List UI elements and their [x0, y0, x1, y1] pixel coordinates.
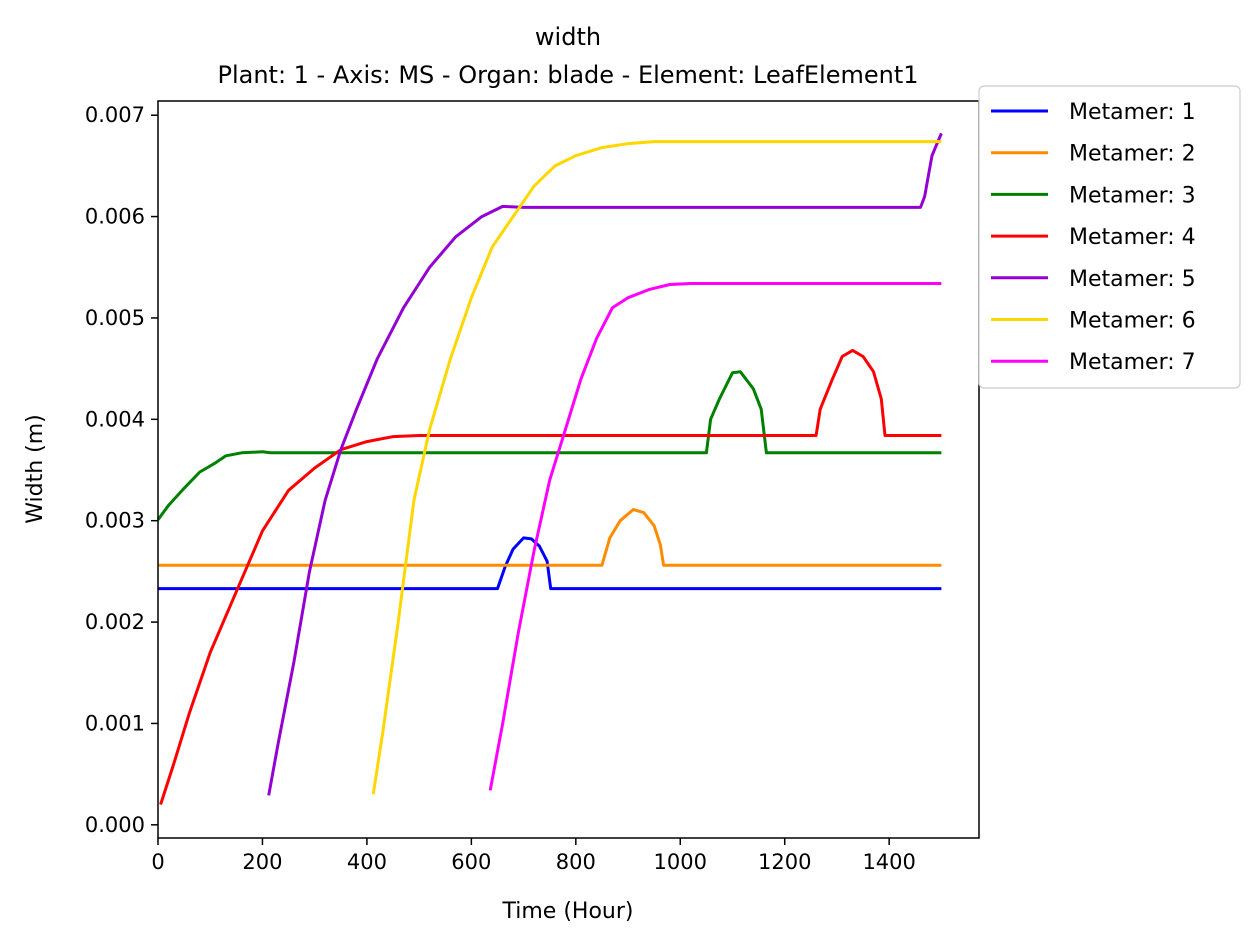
y-tick-label: 0.001 — [85, 711, 145, 735]
plot-frame — [157, 100, 980, 839]
x-tick-label: 200 — [242, 850, 282, 874]
legend-label: Metamer: 7 — [1069, 350, 1196, 375]
x-tick-label: 600 — [451, 850, 491, 874]
series-line-metamer-5 — [267, 132, 943, 796]
chart-title: width — [535, 23, 601, 51]
y-tick-label: 0.004 — [85, 407, 145, 431]
y-tick-label: 0.002 — [85, 610, 145, 634]
x-tick-label: 1200 — [758, 850, 811, 874]
series-line-metamer-6 — [371, 140, 942, 795]
legend-label: Metamer: 1 — [1069, 100, 1196, 125]
x-tick-label: 400 — [347, 850, 387, 874]
plot-area — [158, 101, 979, 838]
chart-subtitle: Plant: 1 - Axis: MS - Organ: blade - Ele… — [217, 61, 918, 89]
y-tick-label: 0.006 — [85, 205, 145, 229]
y-axis: 0.000 0.001 0.002 0.003 0.004 0.005 0.006 0.007 — [85, 103, 158, 837]
series-line-metamer-2 — [158, 508, 942, 567]
y-tick-label: 0.003 — [85, 509, 145, 533]
legend-label: Metamer: 5 — [1069, 267, 1196, 292]
legend-label: Metamer: 2 — [1069, 142, 1196, 167]
series-line-metamer-3 — [156, 370, 942, 521]
series-line-metamer-7 — [488, 282, 942, 791]
series-layer — [156, 132, 943, 805]
series-line-metamer-1 — [158, 536, 942, 591]
x-axis-label: Time (Hour) — [502, 899, 634, 924]
legend-label: Metamer: 3 — [1069, 183, 1196, 208]
x-tick-label: 1000 — [654, 850, 707, 874]
y-tick-label: 0.007 — [85, 103, 145, 127]
y-axis-label: Width (m) — [23, 414, 48, 524]
legend-frame — [978, 85, 1241, 389]
y-tick-label: 0.005 — [85, 306, 145, 330]
x-axis: 0 200 400 600 800 1000 1200 1400 — [151, 838, 916, 874]
x-tick-label: 800 — [556, 850, 596, 874]
series-line-metamer-4 — [159, 348, 942, 805]
legend-label: Metamer: 4 — [1069, 225, 1196, 250]
legend: Metamer: 1 Metamer: 2 Metamer: 3 Metamer: 4… — [978, 85, 1241, 389]
legend-label: Metamer: 6 — [1069, 309, 1196, 334]
x-tick-label: 0 — [151, 850, 164, 874]
x-tick-label: 1400 — [862, 850, 915, 874]
y-tick-label: 0.000 — [85, 813, 145, 837]
